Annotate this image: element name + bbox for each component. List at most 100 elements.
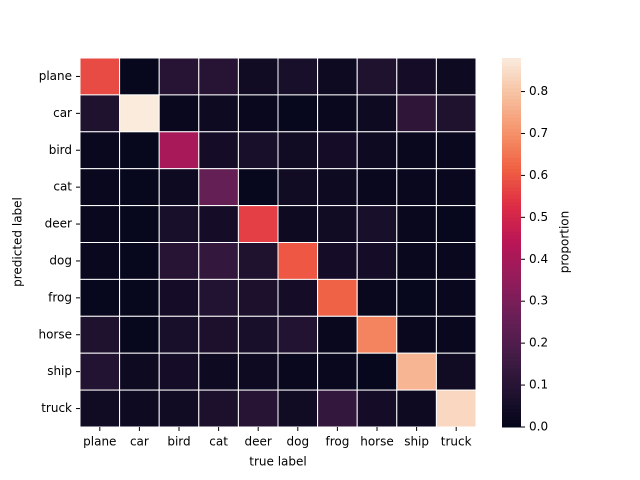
x-axis-label: true label	[249, 455, 306, 469]
y-tick-label: cat	[53, 180, 72, 194]
heatmap-cell	[317, 131, 358, 170]
colorbar-segment	[502, 290, 521, 295]
colorbar-segment	[502, 198, 521, 203]
heatmap-cell	[198, 57, 239, 96]
colorbar-segment	[502, 135, 521, 140]
heatmap-cell	[237, 131, 279, 170]
heatmap-cell	[237, 57, 279, 96]
colorbar-segment	[502, 268, 521, 273]
heatmap-cell	[356, 57, 398, 96]
heatmap-cell	[119, 242, 160, 280]
heatmap-cell	[158, 57, 200, 96]
x-tick-label: plane	[83, 435, 116, 449]
colorbar-segment	[502, 364, 521, 369]
heatmap-cell	[79, 315, 121, 354]
colorbar-segment	[502, 342, 521, 347]
colorbar-segment	[502, 246, 521, 251]
colorbar-segment	[502, 153, 521, 159]
colorbar-segment	[502, 58, 521, 63]
colorbar-segment	[502, 367, 521, 373]
heatmap-cell	[277, 57, 319, 96]
heatmap-cell	[277, 389, 319, 428]
colorbar-segment	[502, 401, 521, 406]
heatmap-cell	[277, 94, 319, 133]
heatmap-cell	[435, 205, 477, 244]
colorbar-segment	[502, 349, 521, 354]
colorbar-segment	[502, 102, 521, 107]
x-tick-label: dog	[287, 435, 310, 449]
heatmap-cell	[356, 94, 398, 133]
heatmap-cell	[356, 131, 398, 170]
colorbar-segment	[502, 412, 521, 417]
heatmap-cell	[277, 278, 319, 317]
colorbar-segment	[502, 80, 521, 85]
colorbar-segment	[502, 257, 521, 262]
heatmap-cell	[277, 242, 319, 280]
heatmap-cell	[79, 94, 121, 133]
heatmap-cell	[277, 315, 319, 354]
colorbar-segment	[502, 224, 521, 229]
heatmap-cell	[317, 168, 358, 207]
x-tick-label: cat	[209, 435, 228, 449]
heatmap-cell	[79, 278, 121, 317]
colorbar-segment	[502, 397, 521, 402]
heatmap-cell	[79, 242, 121, 280]
heatmap-cell	[396, 315, 437, 354]
colorbar-segment	[502, 117, 521, 122]
colorbar-segment	[502, 98, 521, 103]
colorbar-segment	[502, 91, 521, 96]
x-tick-label: deer	[245, 435, 272, 449]
heatmap-cell	[119, 57, 160, 96]
colorbar-segment	[502, 176, 521, 181]
colorbar-segment	[502, 220, 521, 225]
colorbar-segment	[502, 308, 521, 314]
colorbar-tick-label: 0.1	[529, 378, 548, 392]
x-tick-label: truck	[441, 435, 472, 449]
heatmap-cell	[396, 131, 437, 170]
colorbar-segment	[502, 124, 521, 129]
heatmap-cell	[317, 242, 358, 280]
heatmap-cell	[158, 278, 200, 317]
heatmap-cell	[356, 278, 398, 317]
heatmap-cell	[198, 205, 239, 244]
colorbar-segment	[502, 161, 521, 166]
heatmap-cell	[158, 315, 200, 354]
colorbar-segment	[502, 194, 521, 199]
colorbar-segment	[502, 72, 521, 77]
heatmap-cell	[317, 352, 358, 391]
heatmap-cell	[356, 205, 398, 244]
colorbar-label: proportion	[558, 211, 572, 274]
colorbar-segment	[502, 216, 521, 221]
y-tick-label: deer	[45, 217, 72, 231]
colorbar-segment	[502, 272, 521, 277]
x-tick-label: frog	[325, 435, 349, 449]
colorbar-tick-label: 0.8	[529, 84, 548, 98]
colorbar-segment	[502, 165, 521, 170]
heatmap-cell	[396, 205, 437, 244]
colorbar-segment	[502, 353, 521, 358]
colorbar-segment	[502, 76, 521, 81]
heatmap-cell	[158, 168, 200, 207]
y-axis-label: predicted label	[11, 197, 25, 287]
colorbar-segment	[502, 323, 521, 328]
heatmap-cell	[435, 57, 477, 96]
heatmap-cell	[79, 168, 121, 207]
heatmap-cell	[237, 278, 279, 317]
heatmap-cell	[158, 352, 200, 391]
colorbar-segment	[502, 142, 521, 148]
heatmap-cell	[317, 389, 358, 428]
colorbar-segment	[502, 338, 521, 343]
y-tick-label: horse	[38, 327, 72, 341]
colorbar-segment	[502, 345, 521, 351]
heatmap-cell	[119, 94, 160, 133]
heatmap-cell	[356, 352, 398, 391]
heatmap-cell	[158, 242, 200, 280]
colorbar-segment	[502, 249, 521, 255]
colorbar-segment	[502, 172, 521, 177]
colorbar-segment	[502, 205, 521, 210]
heatmap-cell	[158, 205, 200, 244]
colorbar-tick-label: 0.0	[529, 420, 548, 434]
heatmap-cell	[396, 57, 437, 96]
x-tick-label: horse	[360, 435, 394, 449]
